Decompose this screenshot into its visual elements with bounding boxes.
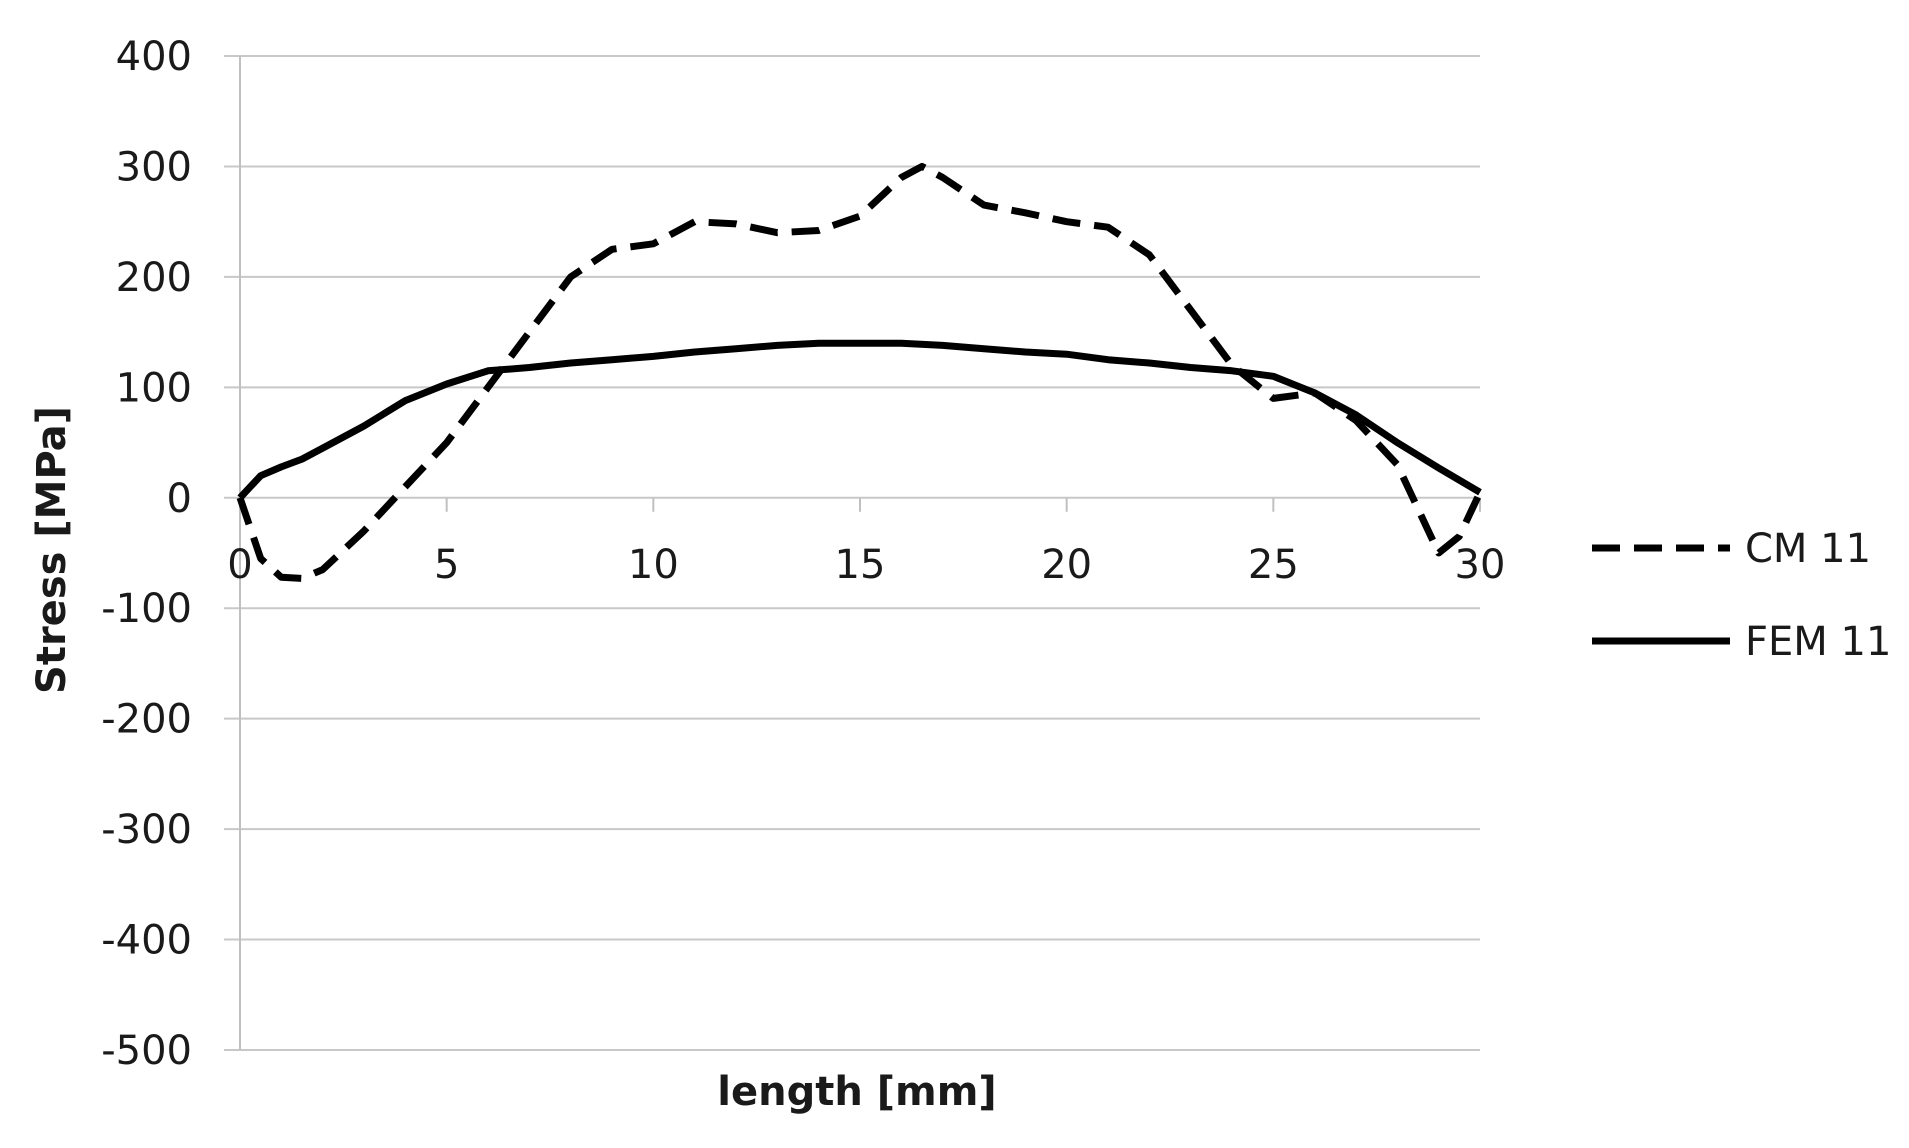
x-tick-label: 10 [628, 542, 679, 588]
legend: CM 11 FEM 11 [1592, 526, 1891, 665]
x-tick-label: 15 [835, 542, 886, 588]
x-tick-label: 20 [1041, 542, 1092, 588]
series-lines [236, 162, 1484, 582]
y-tick-label: 400 [116, 34, 192, 80]
y-tick-label: -200 [101, 697, 192, 743]
series-line-cm-11 [236, 162, 1484, 582]
legend-label: CM 11 [1745, 526, 1871, 572]
x-tick-label: 5 [434, 542, 459, 588]
legend-label: FEM 11 [1745, 619, 1891, 665]
series-line-fem-11 [237, 339, 1482, 501]
y-tick-label: 200 [116, 255, 192, 301]
y-tick-label: -300 [101, 807, 192, 853]
x-tick-label: 25 [1248, 542, 1299, 588]
y-tick-label: -500 [101, 1028, 192, 1074]
x-axis-title: length [mm] [717, 1069, 996, 1115]
x-tick-label: 0 [227, 542, 252, 588]
y-tick-label: 100 [116, 365, 192, 411]
y-tick-label: 300 [116, 144, 192, 190]
y-tick-label: -400 [101, 918, 192, 964]
y-tick-label: 0 [167, 476, 192, 522]
x-tick-label: 30 [1455, 542, 1506, 588]
y-tick-label: -100 [101, 586, 192, 632]
y-axis-title: Stress [MPa] [29, 406, 75, 694]
tick-labels: 400 300 200 100 0 -100 -200 -300 -400 -500 0 5 10 15 2… [101, 34, 1505, 1074]
